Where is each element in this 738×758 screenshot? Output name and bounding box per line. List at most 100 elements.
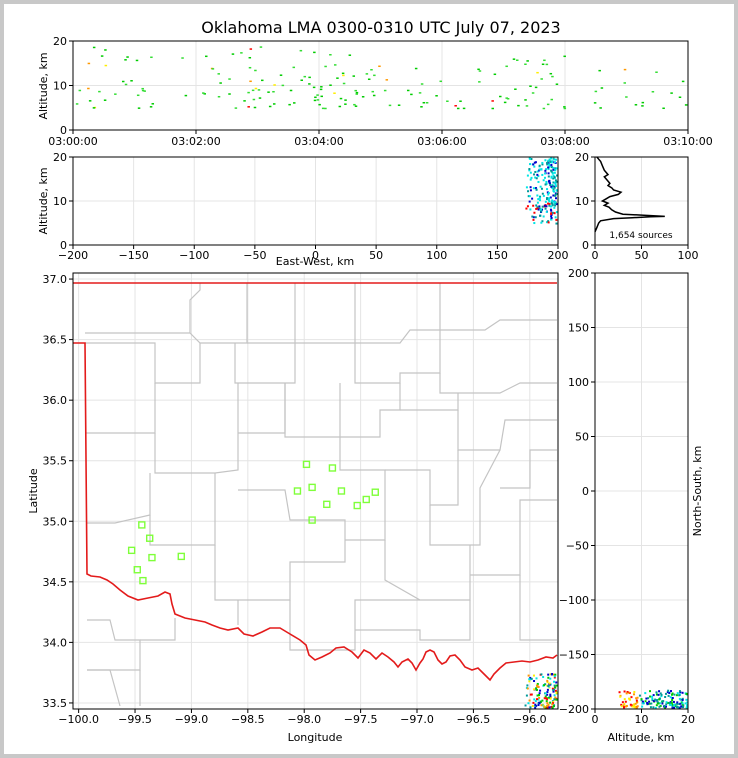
- source-point: [548, 200, 551, 203]
- county-boundary: [247, 283, 296, 344]
- source-point: [551, 211, 554, 214]
- source-point: [674, 705, 677, 708]
- source-point: [621, 701, 624, 704]
- source-point: [535, 677, 538, 680]
- source-point: [505, 97, 508, 99]
- source-point: [665, 692, 668, 695]
- source-point: [628, 698, 631, 701]
- source-point: [552, 174, 555, 177]
- source-point: [659, 692, 662, 695]
- oklahoma-state-border: [73, 282, 558, 682]
- source-point: [676, 702, 679, 705]
- source-point: [537, 702, 540, 705]
- source-point: [630, 696, 633, 699]
- source-point: [555, 684, 558, 687]
- source-point: [273, 84, 276, 86]
- source-point: [528, 157, 531, 160]
- source-point: [539, 701, 542, 704]
- ew-tick-label: 100: [426, 249, 447, 262]
- source-point: [539, 689, 542, 692]
- source-point: [254, 87, 258, 90]
- source-point: [333, 64, 337, 66]
- source-point: [373, 74, 376, 77]
- source-point: [541, 205, 544, 208]
- source-point: [477, 68, 480, 71]
- source-point: [531, 704, 534, 707]
- source-point: [676, 692, 679, 695]
- source-point: [538, 199, 541, 202]
- source-point: [462, 107, 466, 110]
- source-point: [371, 90, 375, 93]
- source-point: [320, 95, 323, 98]
- source-point: [538, 702, 541, 705]
- source-point: [538, 205, 541, 208]
- source-point: [539, 195, 542, 198]
- source-point: [320, 86, 323, 88]
- source-point: [551, 172, 554, 175]
- source-point: [103, 99, 107, 101]
- source-point: [544, 692, 547, 695]
- source-point: [548, 706, 551, 709]
- source-point: [348, 54, 352, 56]
- lat-tick-label: 36.0: [43, 394, 68, 407]
- source-point: [676, 701, 679, 704]
- source-point: [525, 186, 528, 189]
- source-point: [553, 206, 556, 209]
- lma-station-marker: [148, 553, 156, 562]
- source-point: [547, 192, 550, 195]
- source-point: [336, 77, 339, 79]
- source-point: [678, 694, 681, 697]
- source-point: [478, 81, 481, 83]
- source-point: [240, 52, 243, 54]
- source-point: [247, 106, 250, 108]
- source-point: [342, 82, 346, 85]
- lat-tick-label: 33.5: [43, 697, 68, 710]
- source-point: [491, 107, 495, 110]
- source-point: [124, 83, 128, 86]
- source-point: [685, 692, 688, 695]
- county-boundary: [339, 437, 386, 541]
- county-boundary: [238, 383, 286, 434]
- source-point: [532, 701, 535, 704]
- source-point: [533, 211, 536, 214]
- source-point: [361, 96, 365, 98]
- altitude-histogram-panel: 0 50 100 0 10 20 1,654 sources: [575, 151, 699, 262]
- lat-tick-label: 36.5: [43, 334, 68, 347]
- source-point: [548, 204, 551, 207]
- source-point: [631, 705, 634, 708]
- county-boundary: [149, 473, 216, 546]
- source-point: [525, 105, 529, 107]
- source-point: [257, 89, 261, 91]
- lma-station-marker: [328, 464, 337, 472]
- source-point: [550, 161, 553, 164]
- source-point: [98, 90, 101, 93]
- lon-tick-label: −100.0: [58, 713, 99, 726]
- county-boundary: [457, 410, 557, 451]
- source-point: [648, 702, 651, 705]
- source-point: [324, 107, 327, 110]
- county-boundary: [85, 283, 248, 344]
- source-point: [219, 82, 222, 84]
- source-point: [546, 706, 549, 709]
- source-point: [491, 100, 494, 102]
- source-point: [547, 221, 550, 224]
- source-point: [547, 193, 550, 196]
- source-point: [678, 697, 681, 700]
- source-point: [633, 690, 636, 693]
- lon-tick-label: −98.5: [231, 713, 265, 726]
- source-point: [529, 706, 532, 709]
- source-point: [137, 107, 141, 109]
- source-point: [668, 703, 671, 706]
- county-boundary: [234, 343, 296, 384]
- source-point: [672, 700, 675, 703]
- source-point: [554, 204, 557, 207]
- source-point: [554, 216, 557, 219]
- source-point: [536, 682, 539, 685]
- source-point: [540, 210, 543, 213]
- county-boundary: [354, 330, 441, 384]
- source-point: [546, 679, 549, 682]
- source-point: [635, 699, 638, 702]
- source-point: [228, 93, 231, 95]
- source-point: [563, 106, 566, 108]
- source-point: [554, 185, 557, 188]
